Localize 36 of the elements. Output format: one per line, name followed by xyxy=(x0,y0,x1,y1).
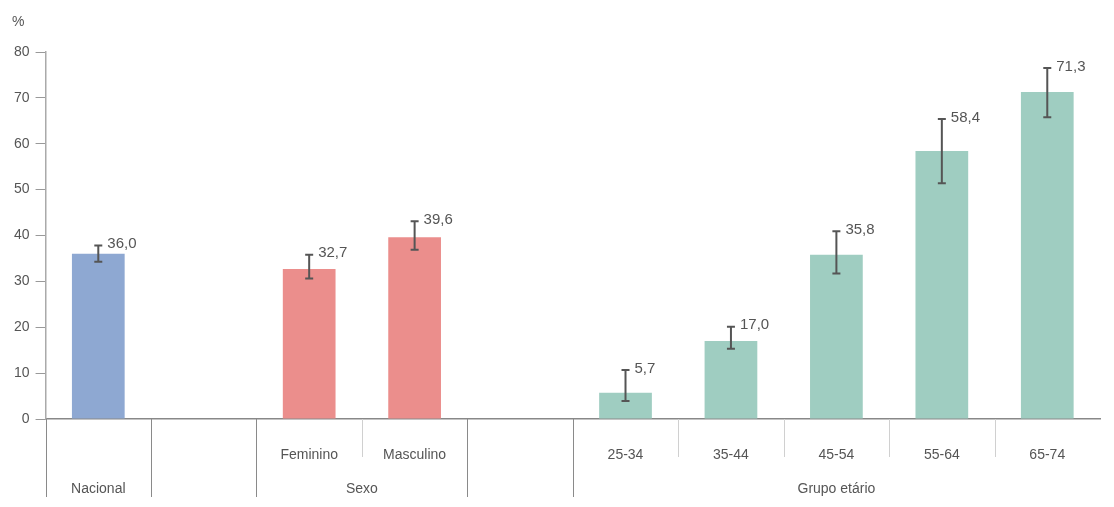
x-tick-label: 55-64 xyxy=(923,445,960,462)
y-tick-label: 30 xyxy=(13,272,30,289)
bar xyxy=(810,254,863,419)
y-tick-label: 80 xyxy=(13,42,30,59)
text: Nacional xyxy=(71,479,126,496)
bar xyxy=(915,151,969,419)
data-label: 39,6 xyxy=(423,209,453,227)
y-axis-title: % xyxy=(12,12,25,29)
y-tick-label: 0 xyxy=(21,409,30,426)
x-tick-label: 65-74 xyxy=(1029,445,1066,462)
data-label: 32,7 xyxy=(318,243,348,261)
y-tick-label: 60 xyxy=(13,134,30,151)
x-tick-label: 35-44 xyxy=(713,445,750,462)
bar xyxy=(1020,91,1074,419)
bar xyxy=(282,268,336,419)
x-tick-label: 25-34 xyxy=(607,445,644,462)
x-tick-label: 45-54 xyxy=(818,445,855,462)
x-tick-label: Feminino xyxy=(280,445,339,462)
bar xyxy=(388,237,441,419)
data-label: 35,8 xyxy=(845,220,875,238)
y-tick-label: 20 xyxy=(13,318,30,335)
data-label: 58,4 xyxy=(950,107,981,125)
data-label: 5,7 xyxy=(634,358,656,376)
text: Grupo etário xyxy=(797,479,876,496)
data-label: 17,0 xyxy=(739,315,770,333)
bar xyxy=(599,392,652,419)
x-tick-label: Masculino xyxy=(383,445,447,462)
data-label: 71,3 xyxy=(1056,56,1086,74)
bar xyxy=(71,253,125,419)
data-label: 36,0 xyxy=(107,234,137,252)
y-tick-label: 70 xyxy=(13,88,30,105)
y-tick-label: 40 xyxy=(13,226,30,243)
y-tick-label: 10 xyxy=(13,363,30,380)
y-tick-label: 50 xyxy=(13,180,30,197)
bar xyxy=(704,341,758,419)
text: Sexo xyxy=(345,479,379,496)
